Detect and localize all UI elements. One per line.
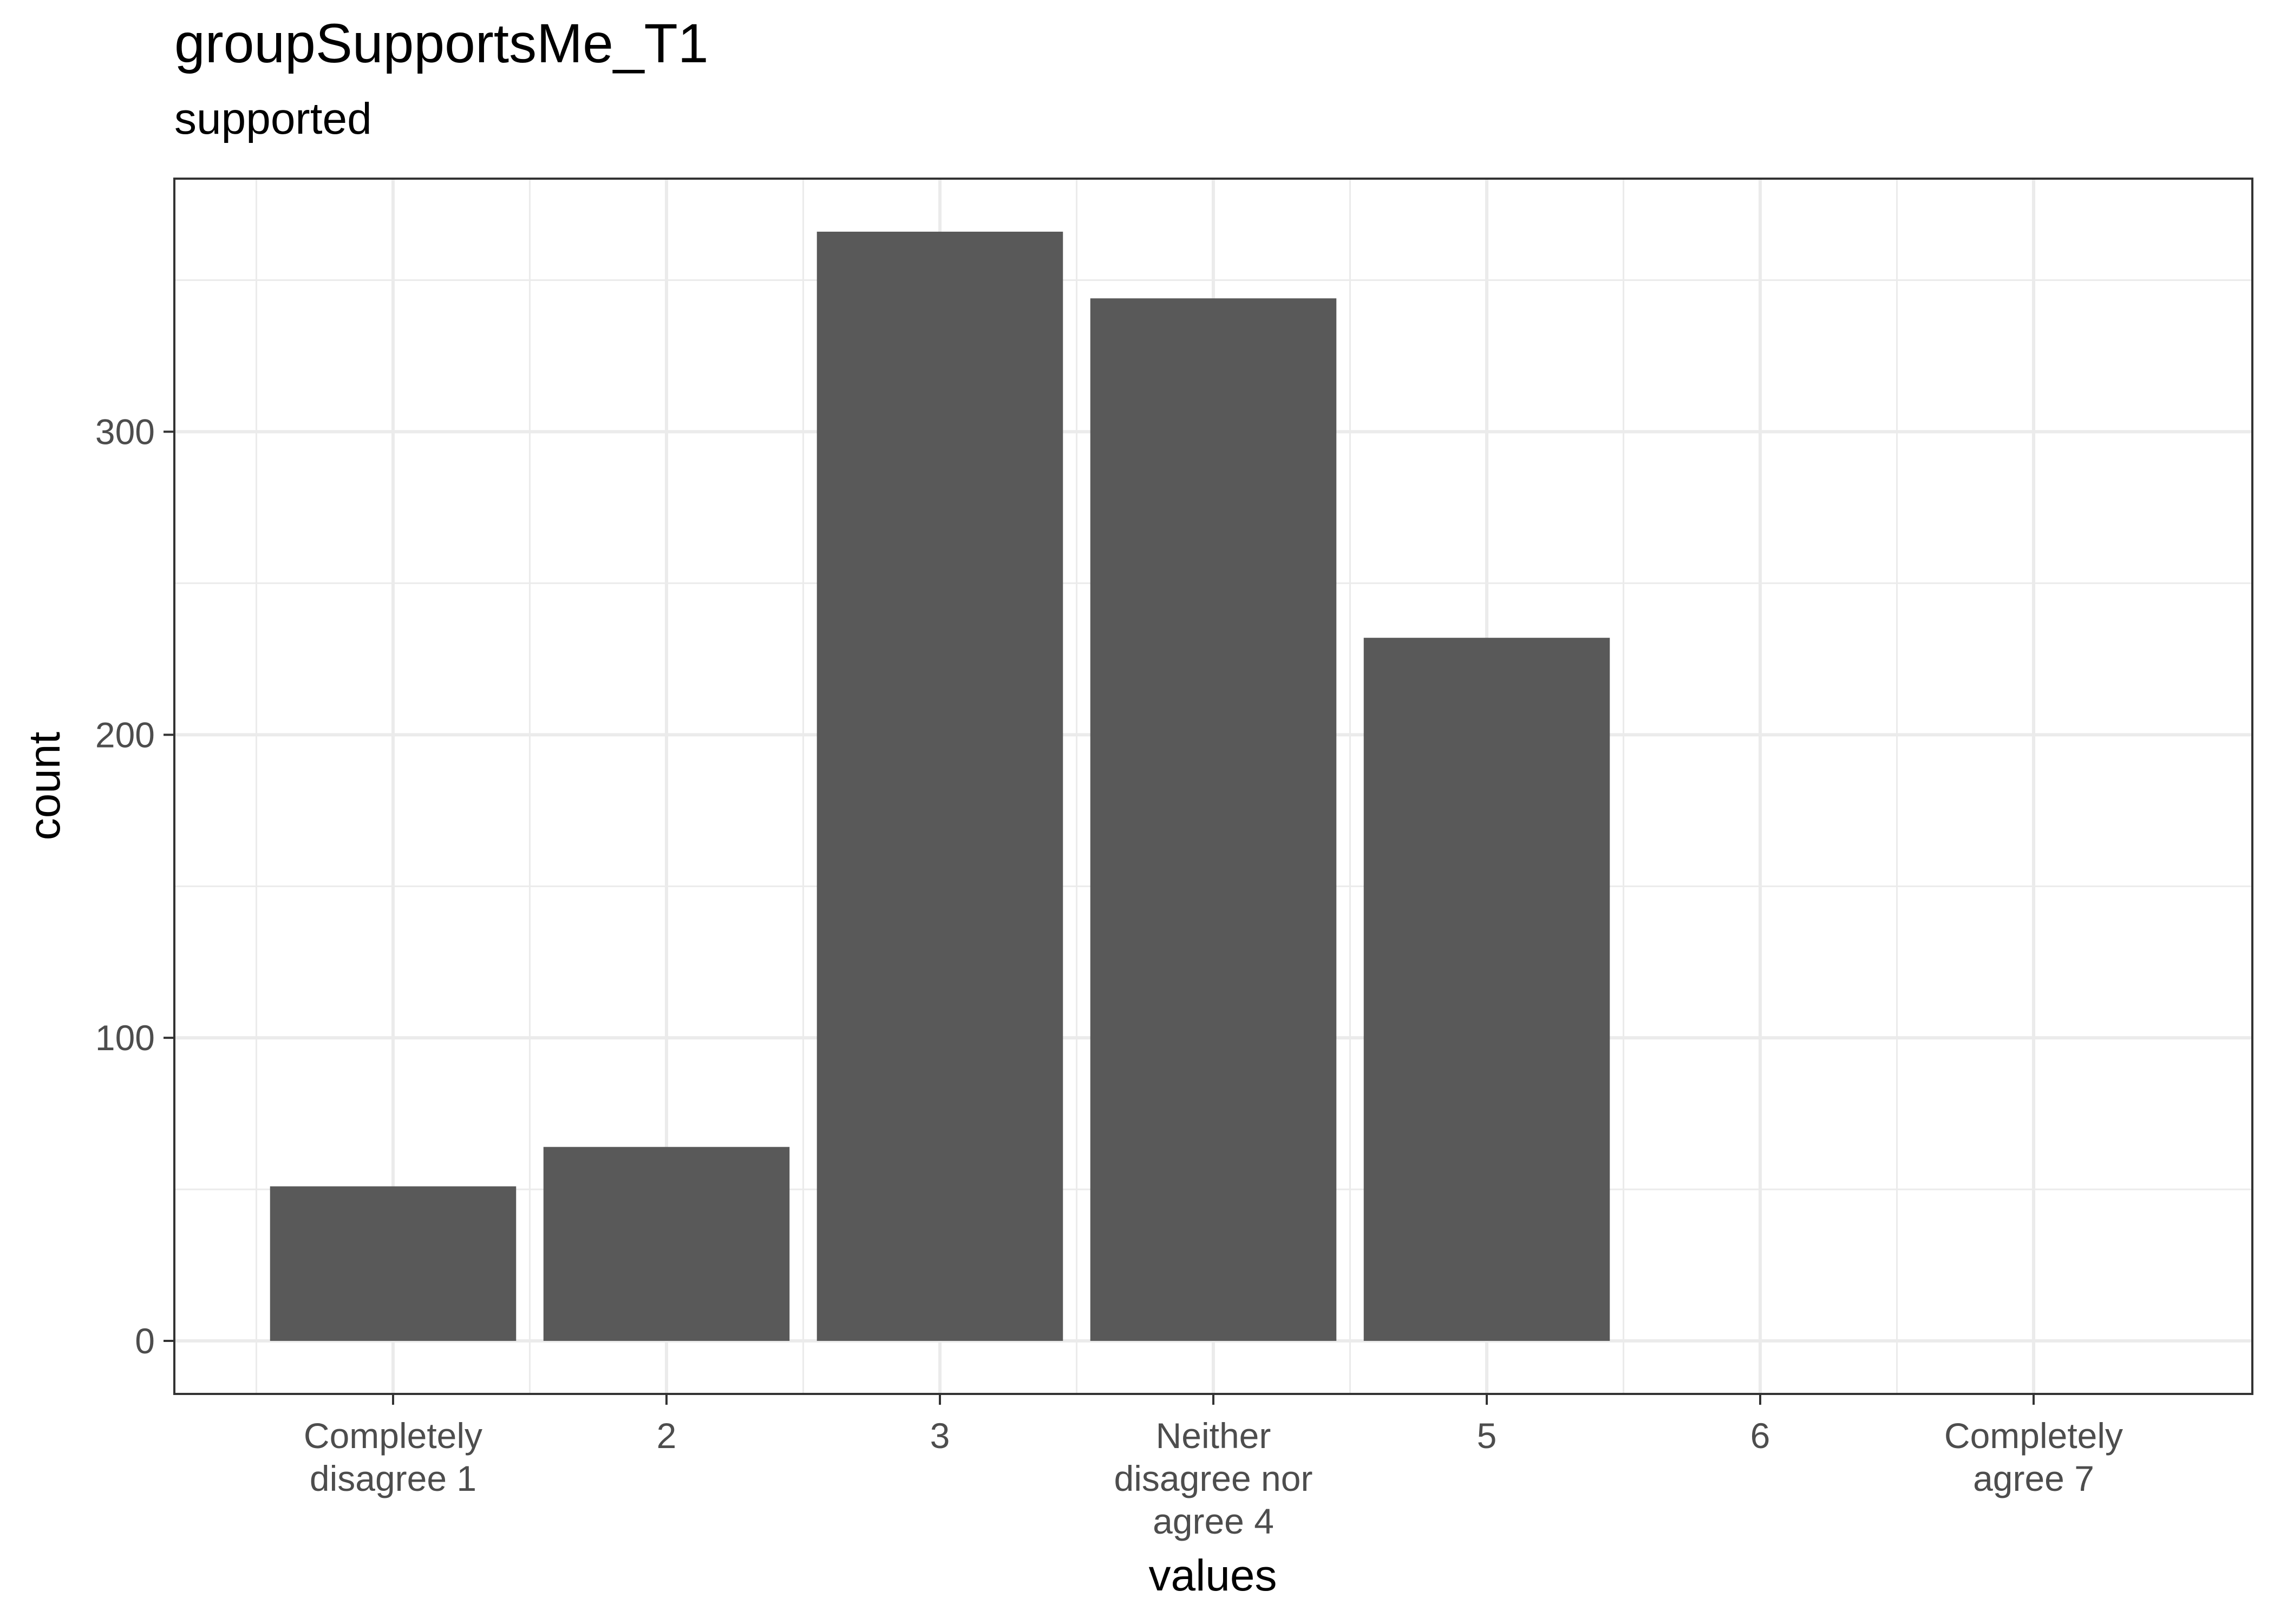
x-tick-label: 6 [1750, 1416, 1770, 1456]
x-tick-label: 2 [657, 1416, 677, 1456]
x-tick-label: Completely disagree 1 [304, 1416, 482, 1498]
x-tick-label-line: 5 [1477, 1416, 1497, 1456]
x-tick-label-line: disagree 1 [310, 1458, 476, 1498]
chart-subtitle: supported [174, 94, 372, 143]
x-tick-label: 3 [930, 1416, 950, 1456]
x-axis-title: values [1148, 1551, 1277, 1600]
x-tick-label-line: agree 7 [1973, 1458, 2094, 1498]
x-tick-label-line: 3 [930, 1416, 950, 1456]
bar [1363, 638, 1610, 1341]
x-tick-label: Neither disagree nor agree 4 [1114, 1416, 1313, 1541]
bar [1090, 298, 1337, 1341]
x-axis: Completely disagree 12 3 Neither disagree no… [304, 1394, 2123, 1541]
x-tick-label-line: disagree nor [1114, 1458, 1313, 1498]
x-tick-label-line: Completely [304, 1416, 482, 1456]
x-tick-label-line: 6 [1750, 1416, 1770, 1456]
bar [816, 231, 1063, 1341]
x-tick-label: Completely agree 7 [1944, 1416, 2123, 1498]
y-tick-label: 200 [95, 715, 155, 755]
chart-title: groupSupportsMe_T1 [174, 12, 709, 74]
y-tick-label: 0 [135, 1321, 155, 1361]
x-tick-label-line: agree 4 [1153, 1501, 1274, 1541]
y-tick-label: 300 [95, 411, 155, 451]
bars [270, 231, 1610, 1341]
bar [270, 1186, 517, 1341]
y-axis-title: count [20, 731, 69, 840]
x-tick-label: 5 [1477, 1416, 1497, 1456]
x-tick-label-line: Neither [1156, 1416, 1271, 1456]
y-axis: 0 100 200 300 [95, 411, 174, 1361]
bar [543, 1147, 790, 1341]
y-tick-label: 100 [95, 1018, 155, 1058]
x-tick-label-line: Completely [1944, 1416, 2123, 1456]
x-tick-label-line: 2 [657, 1416, 677, 1456]
